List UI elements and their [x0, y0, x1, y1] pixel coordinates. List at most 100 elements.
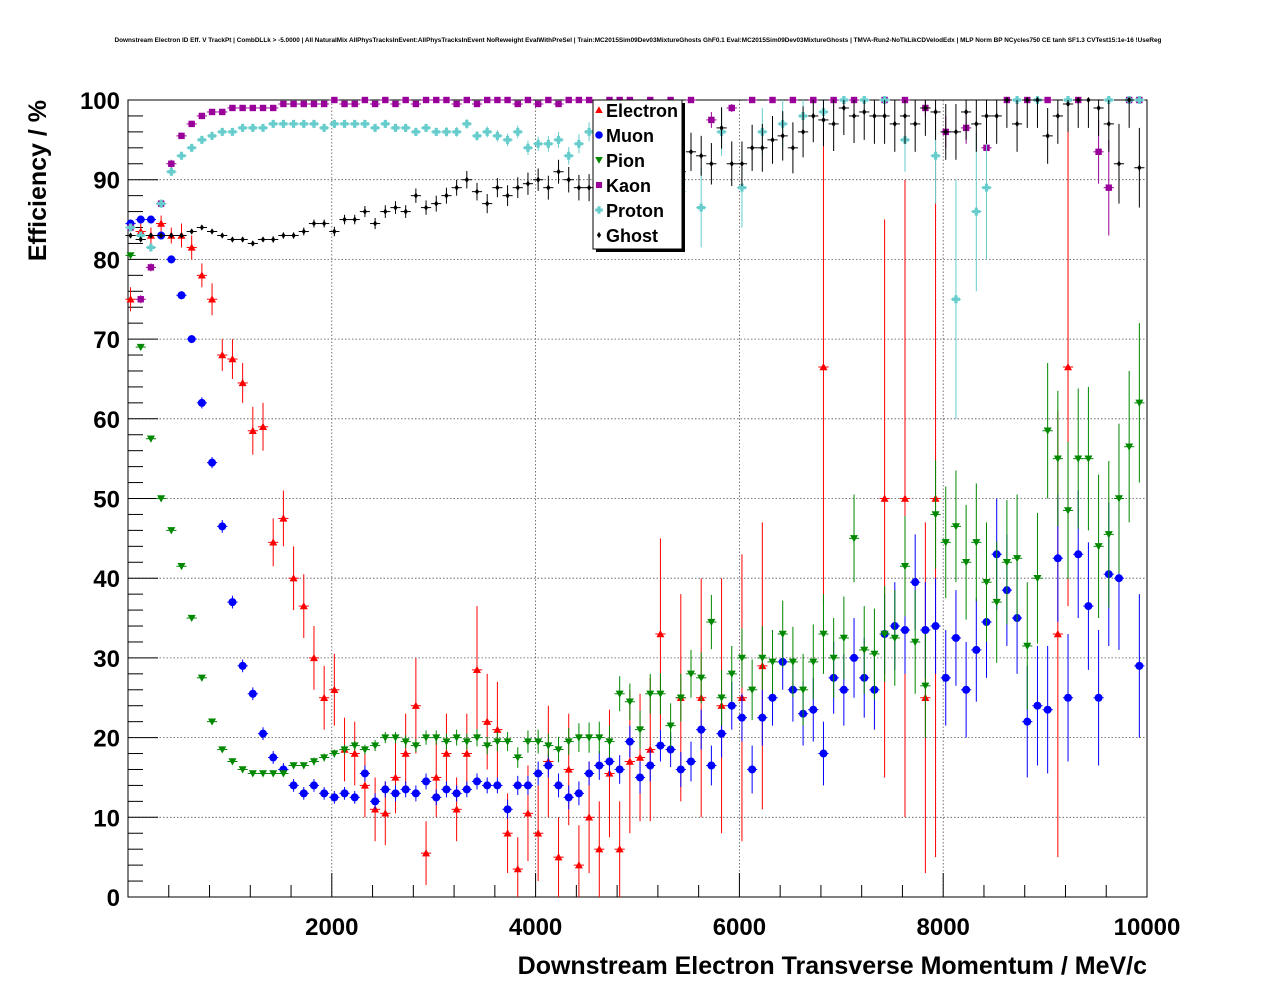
data-point	[176, 291, 187, 300]
data-point-marker	[361, 96, 369, 104]
data-point	[278, 770, 289, 778]
data-point-marker	[972, 539, 981, 547]
data-point	[685, 132, 697, 171]
data-point-marker	[299, 119, 308, 128]
data-point-marker	[737, 654, 746, 662]
data-point	[227, 339, 238, 379]
data-point-marker	[900, 494, 909, 502]
data-point-marker	[167, 255, 176, 264]
data-point	[217, 232, 228, 239]
data-point	[288, 546, 299, 611]
data-point	[543, 96, 554, 104]
data-point-marker	[1043, 427, 1052, 435]
data-point-marker	[951, 295, 960, 304]
data-point	[237, 236, 248, 243]
data-point-marker	[219, 108, 226, 116]
data-point-marker	[739, 160, 745, 167]
data-point-marker	[819, 749, 828, 758]
data-point-marker	[544, 761, 553, 770]
data-point-marker	[177, 563, 186, 571]
data-point-marker	[982, 183, 991, 192]
data-point-marker	[534, 829, 543, 837]
data-point	[461, 119, 472, 129]
data-point	[787, 122, 798, 174]
data-point	[533, 100, 544, 108]
data-point	[390, 201, 401, 214]
data-point-marker	[340, 789, 349, 798]
data-point-marker	[513, 754, 522, 762]
data-point	[502, 732, 513, 752]
data-point-marker	[1064, 693, 1073, 702]
data-point-marker	[462, 785, 471, 794]
data-point-marker	[892, 120, 897, 128]
data-point	[400, 123, 411, 132]
data-point	[492, 732, 503, 752]
data-point-marker	[768, 693, 777, 702]
data-point-marker	[728, 104, 735, 112]
data-point	[156, 495, 167, 503]
data-point	[268, 104, 279, 112]
data-point-marker	[320, 754, 329, 762]
legend-entry-electron: Electron	[595, 101, 678, 121]
data-point-marker	[401, 749, 410, 757]
data-point	[135, 295, 146, 304]
data-point-marker	[381, 734, 390, 742]
data-point-marker	[574, 789, 583, 798]
data-point	[268, 751, 279, 764]
data-point-marker	[452, 127, 461, 136]
data-point-marker	[402, 96, 409, 104]
data-point	[420, 730, 432, 745]
data-point-marker	[737, 183, 746, 192]
data-point-marker	[1055, 112, 1060, 120]
data-point-marker	[167, 167, 176, 176]
data-point-marker	[362, 208, 368, 215]
data-point	[492, 130, 503, 142]
data-point	[910, 590, 921, 694]
data-point	[787, 96, 798, 104]
data-point-marker	[1125, 443, 1134, 451]
data-point	[492, 777, 503, 794]
data-point-marker	[462, 119, 471, 128]
data-point-marker	[1004, 96, 1009, 104]
data-point	[716, 669, 727, 726]
data-point-marker	[250, 240, 255, 247]
data-point	[196, 674, 207, 682]
data-point	[747, 659, 758, 721]
data-point	[1062, 633, 1074, 762]
data-point	[889, 590, 900, 686]
data-point-marker	[839, 634, 848, 642]
data-point	[400, 713, 411, 794]
data-point-marker	[442, 785, 451, 794]
data-point-marker	[228, 355, 237, 363]
data-point-marker	[309, 653, 318, 662]
data-point-marker	[656, 741, 665, 750]
data-point-marker	[238, 661, 247, 670]
data-point-marker	[187, 335, 196, 344]
data-point-marker	[322, 220, 327, 227]
data-point	[573, 174, 585, 201]
data-point	[726, 103, 737, 112]
data-point	[1052, 100, 1063, 144]
data-point-marker	[412, 100, 420, 108]
data-point	[1103, 461, 1114, 608]
data-point	[257, 104, 269, 112]
data-point-marker	[951, 523, 960, 531]
data-point	[624, 725, 635, 758]
data-point	[553, 100, 564, 108]
data-point	[522, 775, 534, 795]
x-tick-label: 4000	[509, 914, 562, 941]
x-tick-label: 2000	[305, 914, 358, 941]
data-point-marker	[483, 96, 491, 104]
data-point-marker	[128, 232, 133, 239]
data-point	[400, 735, 411, 748]
data-point-marker	[300, 100, 307, 108]
data-point-marker	[554, 746, 563, 754]
data-point	[329, 226, 340, 237]
data-point	[553, 773, 564, 798]
data-point-marker	[839, 685, 848, 694]
data-point	[166, 159, 177, 168]
data-point-marker	[147, 264, 155, 271]
data-point	[899, 100, 911, 144]
data-point	[176, 151, 187, 160]
data-point	[767, 115, 778, 164]
